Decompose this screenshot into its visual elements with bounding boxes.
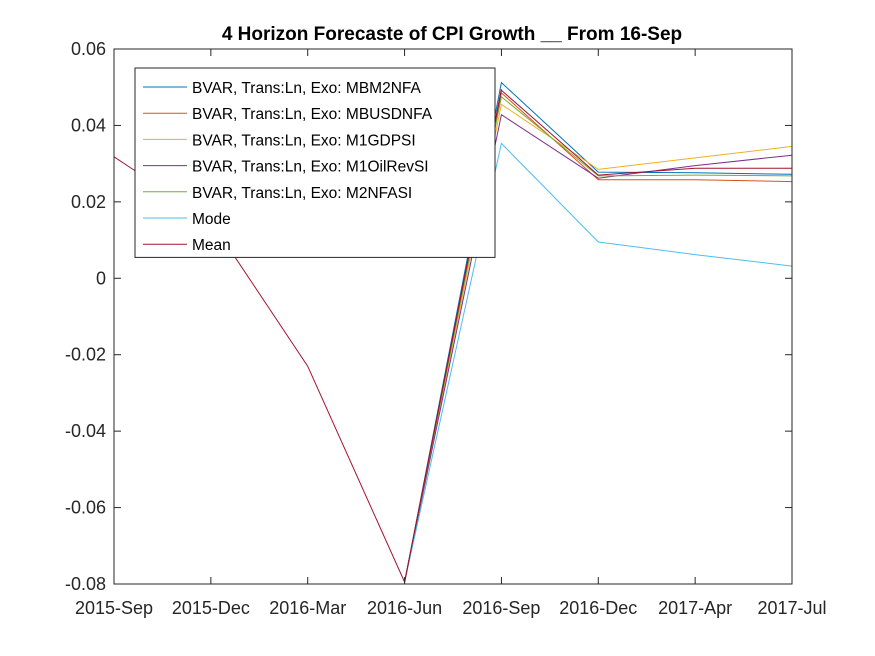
y-tick-label: -0.08 bbox=[65, 574, 106, 594]
x-tick-label: 2017-Jul bbox=[757, 598, 826, 618]
y-tick-label: 0.06 bbox=[71, 39, 106, 59]
axes-box bbox=[113, 48, 793, 585]
legend-label: Mean bbox=[192, 237, 231, 254]
x-tick-label: 2015-Sep bbox=[75, 598, 153, 618]
x-tick-label: 2015-Dec bbox=[172, 598, 250, 618]
x-tick-label: 2016-Jun bbox=[367, 598, 442, 618]
series-line-4 bbox=[404, 113, 793, 583]
y-tick-label: 0 bbox=[96, 268, 106, 288]
legend-label: Mode bbox=[192, 211, 231, 228]
axes-layer: 2015-Sep 2015-Dec 2016-Mar 2016-Jun 2016-Sep… bbox=[65, 39, 827, 618]
legend: BVAR, Trans:Ln, Exo: MBM2NFA BVAR, Trans:… bbox=[134, 67, 496, 258]
legend-label: BVAR, Trans:Ln, Exo: M1GDPSI bbox=[192, 132, 416, 149]
legend-label: BVAR, Trans:Ln, Exo: MBUSDNFA bbox=[192, 106, 433, 123]
legend-label: BVAR, Trans:Ln, Exo: M2NFASI bbox=[192, 185, 412, 202]
legend-label: BVAR, Trans:Ln, Exo: M1OilRevSI bbox=[192, 159, 429, 176]
chart-title: 4 Horizon Forecaste of CPI Growth __ Fro… bbox=[222, 24, 682, 45]
y-tick-label: 0.02 bbox=[71, 192, 106, 212]
x-tick-label: 2017-Apr bbox=[658, 598, 732, 618]
x-tick-label: 2016-Sep bbox=[462, 598, 540, 618]
y-tick-label: -0.02 bbox=[65, 345, 106, 365]
series-line-3 bbox=[404, 103, 793, 583]
x-tick-label: 2016-Dec bbox=[559, 598, 637, 618]
y-tick-label: 0.04 bbox=[71, 115, 106, 135]
series-line-5 bbox=[404, 95, 793, 583]
y-tick-label: -0.04 bbox=[65, 421, 106, 441]
legend-box bbox=[134, 67, 496, 258]
series-line-6 bbox=[404, 142, 793, 583]
y-tick-label: -0.06 bbox=[65, 498, 106, 518]
x-tick-label: 2016-Mar bbox=[269, 598, 346, 618]
legend-label: BVAR, Trans:Ln, Exo: MBM2NFA bbox=[192, 80, 422, 97]
